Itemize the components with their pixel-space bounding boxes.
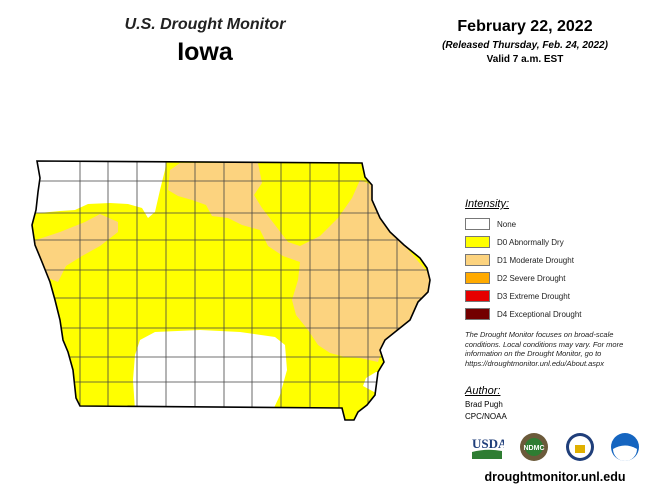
none-region-south [133,330,287,410]
legend-item-d3: D3 Extreme Drought [465,287,645,305]
legend-label: D4 Exceptional Drought [497,309,582,319]
state-name: Iowa [177,38,233,66]
valid-time: Valid 7 a.m. EST [486,54,564,65]
legend-label: None [497,219,517,229]
legend-swatch [465,236,490,248]
author-org: CPC/NOAA [465,412,507,421]
legend-item-none: None [465,215,645,233]
website-link[interactable]: droughtmonitor.unl.edu [484,470,626,484]
usda-logo-icon: USDA [472,436,504,459]
none-region-northwest [32,161,168,218]
legend-swatch [465,254,490,266]
legend-item-d0: D0 Abnormally Dry [465,233,645,251]
legend-item-d1: D1 Moderate Drought [465,251,645,269]
county-lines [32,161,430,420]
legend-item-d4: D4 Exceptional Drought [465,305,645,323]
author-block: Author: Brad Pugh CPC/NOAA [465,385,645,423]
legend-swatch [465,272,490,284]
svg-text:USDA: USDA [472,436,504,451]
partner-logos: USDA NDMC [470,432,640,462]
svg-text:NDMC: NDMC [524,445,545,452]
legend: Intensity: None D0 Abnormally Dry D1 Mod… [465,198,645,323]
author-heading: Author: [465,385,501,397]
legend-label: D1 Moderate Drought [497,255,574,265]
disclaimer-note: The Drought Monitor focuses on broad-sca… [465,330,624,368]
legend-swatch [465,308,490,320]
d1-region-west [32,214,118,282]
legend-label: D3 Extreme Drought [497,291,570,301]
legend-label: D2 Severe Drought [497,273,566,283]
author-name: Brad Pugh [465,400,503,409]
map-date: February 22, 2022 [457,18,593,35]
legend-swatch [465,290,490,302]
legend-item-d2: D2 Severe Drought [465,269,645,287]
noaa-logo-icon [610,433,639,461]
legend-label: D0 Abnormally Dry [497,237,564,247]
map-title: U.S. Drought Monitor [124,16,286,33]
legend-heading: Intensity: [465,198,510,210]
commerce-logo-icon [565,433,594,461]
release-date: (Released Thursday, Feb. 24, 2022) [442,40,608,51]
legend-swatch [465,218,490,230]
ndmc-logo-icon: NDMC [520,433,549,461]
